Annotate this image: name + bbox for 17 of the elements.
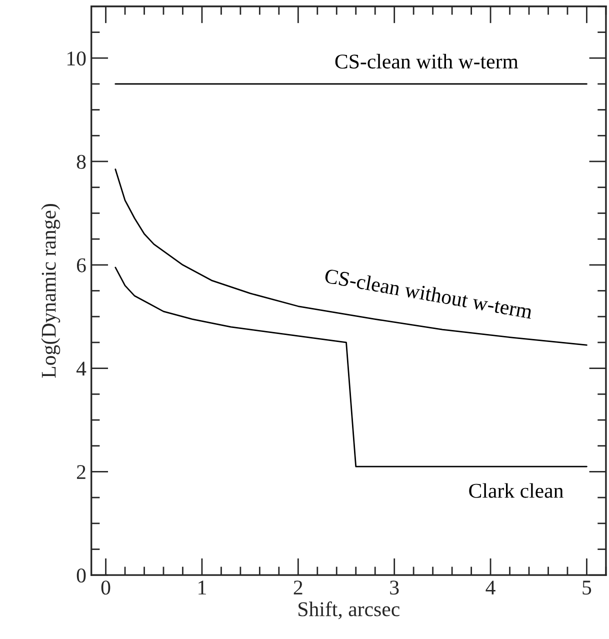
series-label: Clark clean: [469, 483, 564, 498]
y-tick-label: 8: [76, 154, 86, 169]
y-tick-label: 10: [67, 51, 86, 66]
x-tick-label: 5: [582, 580, 592, 595]
y-tick-label: 0: [76, 568, 86, 583]
x-tick-label: 2: [294, 580, 302, 594]
x-tick-label: 3: [390, 580, 399, 595]
series-label: CS-clean with w-term: [335, 54, 518, 69]
x-tick-label: 0: [101, 580, 110, 595]
x-tick-label: 4: [486, 580, 496, 594]
y-tick-label: 4: [76, 362, 86, 376]
y-tick-label: 2: [76, 465, 86, 479]
y-tick-label: 6: [76, 258, 86, 272]
text: CS-clean without w-term: [324, 268, 534, 319]
y-axis-title: Log(Dynamic range): [41, 204, 60, 378]
x-axis-title: Shift, arcsec: [298, 601, 400, 620]
x-tick-label: 1: [198, 580, 206, 594]
